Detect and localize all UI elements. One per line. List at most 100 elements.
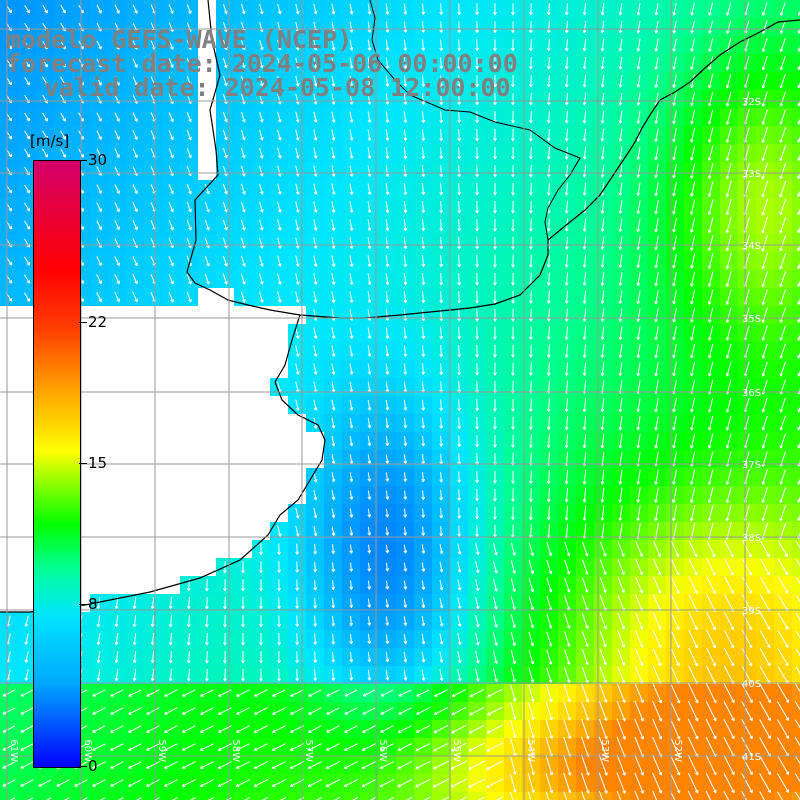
- wind-speed-cell: [792, 36, 800, 54]
- wind-arrow: [475, 39, 479, 51]
- wind-arrow: [42, 76, 48, 86]
- wind-arrow: [618, 92, 623, 106]
- wind-speed-cell: [90, 792, 108, 800]
- wind-arrow: [761, 91, 768, 107]
- wind-arrow: [779, 2, 786, 16]
- wind-arrow: [186, 112, 192, 123]
- wind-arrow: [60, 130, 66, 140]
- wind-arrow: [331, 111, 336, 123]
- wind-arrow: [60, 4, 66, 14]
- wind-arrow: [313, 93, 318, 105]
- wind-arrow: [761, 2, 768, 16]
- wind-speed-cell: [792, 720, 800, 738]
- wind-arrow: [403, 21, 408, 33]
- wind-arrow: [582, 74, 587, 88]
- wind-arrow: [421, 75, 426, 87]
- wind-arrow: [42, 130, 48, 140]
- latitude-label: 37S: [742, 460, 761, 471]
- longitude-label: 52W: [672, 739, 683, 762]
- wind-arrow: [546, 21, 551, 34]
- wind-arrow: [528, 21, 533, 34]
- wind-speed-cell: [18, 792, 36, 800]
- wind-arrow: [546, 128, 551, 142]
- wind-arrow: [600, 20, 605, 34]
- wind-arrow: [96, 112, 102, 122]
- wind-arrow: [403, 93, 408, 105]
- wind-arrow: [42, 112, 48, 122]
- wind-arrow: [96, 130, 102, 140]
- wind-speed-cell: [342, 792, 360, 800]
- wind-arrow: [60, 112, 66, 122]
- wind-speed-cell: [792, 252, 800, 270]
- wind-arrow: [295, 111, 300, 123]
- wind-arrow: [349, 129, 354, 141]
- wind-arrow: [367, 111, 372, 123]
- wind-arrow: [42, 4, 48, 14]
- wind-arrow: [636, 110, 641, 124]
- wind-arrow: [367, 21, 372, 33]
- wind-arrow: [493, 3, 497, 15]
- wind-arrow: [421, 21, 426, 33]
- wind-arrow: [600, 38, 605, 52]
- wind-arrow: [690, 109, 696, 125]
- wind-speed-cell: [504, 792, 522, 800]
- wind-arrow: [564, 3, 569, 16]
- wind-arrow: [277, 21, 282, 33]
- wind-speed-cell: [36, 792, 54, 800]
- wind-arrow: [60, 58, 66, 68]
- wind-arrow: [331, 3, 336, 15]
- wind-speed-cell: [360, 792, 378, 800]
- wind-arrow: [528, 93, 533, 106]
- wind-arrow: [349, 93, 354, 105]
- wind-speed-cell: [792, 396, 800, 414]
- wind-speed-cell: [756, 792, 774, 800]
- wind-arrow: [385, 111, 390, 123]
- wind-speed-cell: [522, 792, 540, 800]
- wind-arrow: [331, 75, 336, 87]
- wind-speed-cell: [792, 702, 800, 720]
- wind-arrow: [654, 38, 659, 52]
- wind-arrow: [222, 4, 228, 15]
- wind-arrow: [690, 38, 695, 52]
- wind-arrow: [708, 38, 714, 52]
- colorbar-tick-mark: [79, 321, 87, 323]
- wind-arrow: [708, 74, 714, 89]
- wind-arrow: [277, 57, 282, 69]
- longitude-label: 58W: [230, 739, 241, 762]
- wind-arrow: [690, 56, 695, 70]
- wind-arrow: [529, 3, 533, 16]
- wind-arrow: [690, 74, 696, 89]
- wind-speed-cell: [792, 468, 800, 486]
- wind-arrow: [726, 20, 732, 34]
- wind-speed-cell: [792, 108, 800, 126]
- wind-arrow: [546, 92, 551, 106]
- wind-arrow: [403, 129, 408, 141]
- wind-arrow: [439, 75, 444, 87]
- wind-arrow: [761, 109, 768, 125]
- wind-arrow: [564, 39, 569, 52]
- wind-speed-cell: [576, 792, 594, 800]
- wind-speed-cell: [792, 666, 800, 684]
- wind-arrow: [421, 57, 426, 69]
- wind-speed-cell: [720, 792, 738, 800]
- wind-arrow: [600, 2, 605, 16]
- wind-arrow: [403, 75, 408, 87]
- wind-arrow: [349, 75, 354, 87]
- wind-speed-cell: [792, 90, 800, 108]
- wind-arrow: [528, 110, 533, 124]
- wind-arrow: [367, 3, 372, 15]
- wind-arrow: [779, 55, 786, 71]
- wind-speed-cell: [792, 504, 800, 522]
- wind-arrow: [168, 76, 174, 86]
- colorbar-tick-label: 0: [88, 757, 98, 775]
- wind-arrow: [295, 129, 300, 141]
- colorbar-tick-mark: [79, 604, 87, 606]
- wind-arrow: [42, 58, 48, 68]
- wind-arrow: [475, 21, 479, 33]
- wind-speed-cell: [792, 738, 800, 756]
- wind-arrow: [132, 76, 138, 86]
- colorbar-tick-label: 22: [88, 312, 108, 331]
- wind-speed-cell: [612, 792, 630, 800]
- wind-arrow: [313, 57, 318, 69]
